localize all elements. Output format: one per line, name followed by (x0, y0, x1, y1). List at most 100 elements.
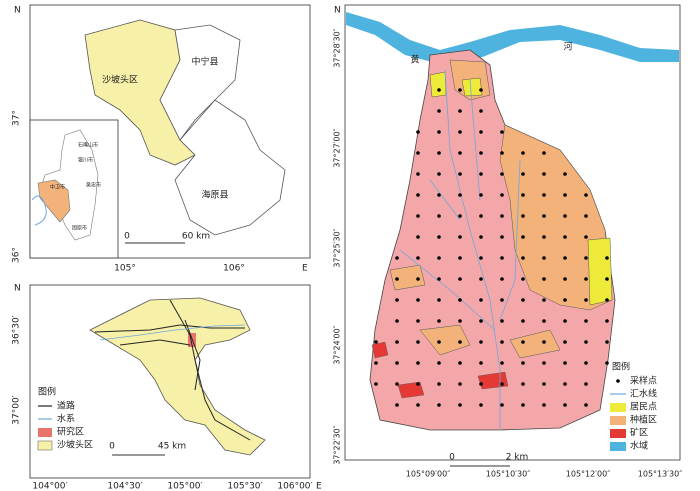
yellow-river (346, 12, 679, 64)
city-label: 吴忠市 (86, 182, 101, 189)
sampling-point (458, 151, 462, 155)
legend-label: 研究区 (57, 426, 84, 438)
sampling-point (479, 256, 483, 260)
sampling-point (542, 214, 546, 218)
lon-label: 106°00′ (277, 482, 312, 491)
sampling-point (416, 235, 420, 239)
sampling-point (395, 361, 399, 365)
overview-panel (29, 4, 311, 259)
lon-label: 105° (114, 264, 136, 274)
sampling-point (416, 298, 420, 302)
sampling-point (437, 298, 441, 302)
sampling-point (479, 172, 483, 176)
sampling-point (542, 277, 546, 281)
sampling-point (521, 172, 525, 176)
sampling-point (437, 256, 441, 260)
sampling-point (437, 88, 441, 92)
sampling-point (395, 256, 399, 260)
sampling-point (437, 340, 441, 344)
legend-label: 汇水线 (630, 388, 657, 400)
city-label: 固原市 (72, 225, 87, 232)
legend-mine-symbol (610, 429, 626, 438)
county-label: 海原县 (201, 189, 228, 201)
sampling-point (500, 256, 504, 260)
sampling-point (500, 403, 504, 407)
sampling-point (521, 340, 525, 344)
sampling-point (605, 340, 609, 344)
sampling-point (395, 382, 399, 386)
sampling-point (458, 130, 462, 134)
sampling-point (521, 193, 525, 197)
east-label: E (316, 482, 322, 491)
sampling-point (479, 214, 483, 218)
lon-label: 105°12′00″ (566, 470, 610, 479)
sampling-point (521, 361, 525, 365)
sampling-point (500, 172, 504, 176)
sampling-point (395, 298, 399, 302)
lon-label: 105°09′00″ (406, 470, 450, 479)
sampling-point (584, 403, 588, 407)
sampling-point (584, 235, 588, 239)
lat-label: 37°25′30″ (333, 228, 342, 267)
sampling-point (458, 235, 462, 239)
sampling-point (416, 382, 420, 386)
sampling-point (500, 151, 504, 155)
scale-label: 0 (124, 232, 130, 242)
sampling-point (500, 298, 504, 302)
city-label: 银川市 (78, 157, 93, 164)
sampling-point (458, 172, 462, 176)
sampling-point (437, 403, 441, 407)
sampling-point (563, 235, 567, 239)
lat-label: 37° (12, 110, 22, 126)
sampling-point (563, 256, 567, 260)
sampling-point (500, 382, 504, 386)
sampling-point (479, 109, 483, 113)
sampling-point (416, 256, 420, 260)
sampling-point (458, 403, 462, 407)
sampling-point (542, 172, 546, 176)
lon-label: 104°30′ (107, 482, 142, 491)
sampling-point (584, 277, 588, 281)
sampling-point (479, 340, 483, 344)
inset-study-county (37, 179, 71, 223)
lat-label: 37°24′00″ (333, 325, 342, 364)
sampling-point (542, 361, 546, 365)
lon-label: 105°30′ (227, 482, 262, 491)
sampling-point (416, 130, 420, 134)
sampling-point (479, 277, 483, 281)
sampling-point (500, 319, 504, 323)
sampling-point (395, 319, 399, 323)
sampling-point (479, 151, 483, 155)
sampling-point (416, 340, 420, 344)
frame (29, 284, 311, 479)
sampling-point (521, 256, 525, 260)
legend-title: 图例 (38, 386, 56, 398)
sampling-point (500, 361, 504, 365)
sampling-point (437, 172, 441, 176)
lon-label: 106° (223, 264, 245, 274)
sampling-point (563, 214, 567, 218)
legend-sample-symbol (616, 379, 620, 383)
sampling-point (458, 298, 462, 302)
scale-label: 0 (109, 442, 115, 452)
sampling-point (416, 151, 420, 155)
north-label: N (14, 284, 21, 294)
sampling-point (437, 109, 441, 113)
sampling-point (584, 340, 588, 344)
sampling-point (437, 319, 441, 323)
lat-label: 37°22′30″ (333, 425, 342, 464)
sampling-point (437, 214, 441, 218)
sampling-point (563, 403, 567, 407)
sampling-point (521, 403, 525, 407)
sampling-point (437, 193, 441, 197)
sampling-point (395, 403, 399, 407)
sampling-point (584, 193, 588, 197)
planting-area (499, 124, 613, 311)
water-system (99, 324, 246, 341)
lat-label: 36°30′ (12, 315, 22, 344)
sampling-point (416, 214, 420, 218)
sampling-point (416, 277, 420, 281)
sampling-point (395, 277, 399, 281)
sampling-point (458, 361, 462, 365)
north-label: N (14, 6, 21, 16)
